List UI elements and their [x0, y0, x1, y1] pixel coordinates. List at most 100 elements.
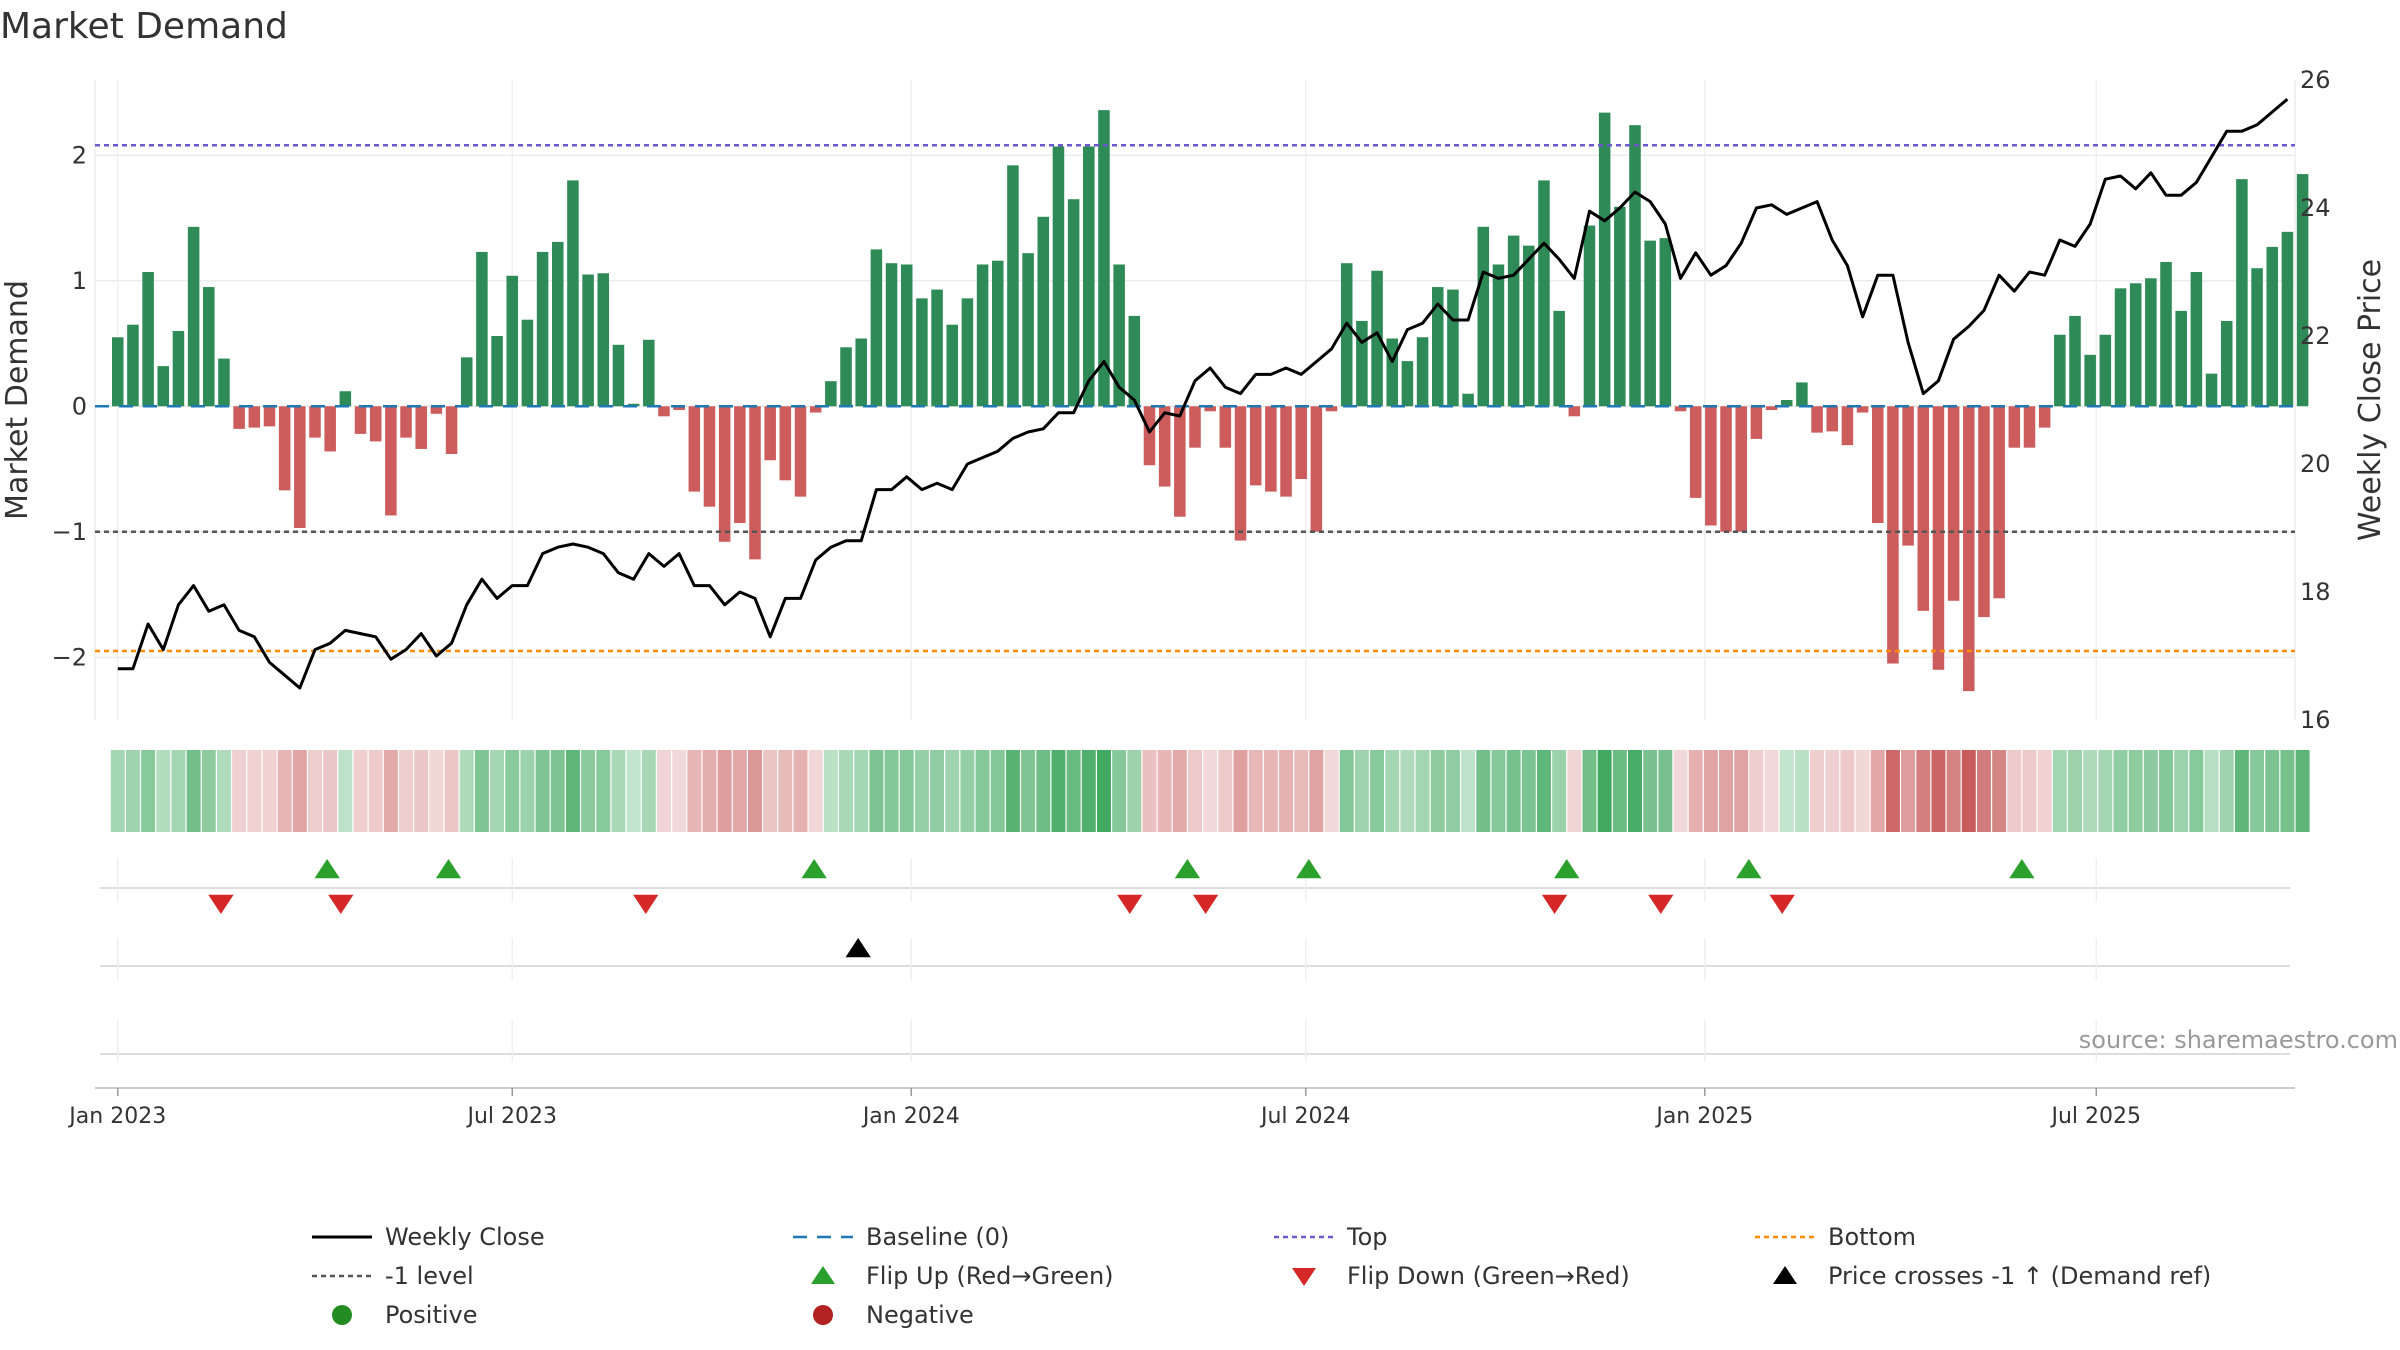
- heat-cell: [1127, 750, 1142, 832]
- heat-cell: [2189, 750, 2204, 832]
- demand-bar: [2145, 278, 2157, 407]
- left-y-axis: 2 1 0 −1 −2: [52, 141, 87, 671]
- demand-bar: [1128, 315, 1141, 407]
- heat-cell: [1992, 750, 2007, 832]
- heat-cell: [839, 750, 854, 832]
- heat-cell: [368, 750, 383, 832]
- demand-bar: [1158, 406, 1171, 487]
- demand-bar: [2129, 283, 2142, 407]
- legend-label: Weekly Close: [385, 1223, 545, 1251]
- heat-cell: [1719, 750, 1734, 832]
- heat-cell: [2052, 750, 2067, 832]
- flip-up-marker: [1174, 859, 1201, 879]
- legend-marker-triangle-up: [811, 1266, 835, 1284]
- demand-bar: [2266, 246, 2279, 407]
- heat-cell: [565, 750, 580, 832]
- legend-item: -1 level: [312, 1262, 474, 1290]
- heat-cell: [2098, 750, 2113, 832]
- demand-bar: [1174, 406, 1186, 517]
- heat-cell: [1582, 750, 1597, 832]
- demand-bar: [627, 403, 640, 407]
- demand-bar: [1568, 406, 1581, 417]
- demand-bar: [1052, 146, 1065, 407]
- demand-bar: [1871, 406, 1884, 523]
- heat-cell: [2234, 750, 2249, 832]
- demand-bar: [1765, 406, 1778, 411]
- heat-cell: [2265, 750, 2280, 832]
- demand-bar: [749, 406, 761, 560]
- flip-up-marker: [2009, 859, 2035, 879]
- left-tick-label: 0: [72, 392, 87, 420]
- heat-cell: [1946, 750, 1961, 832]
- heat-cell: [1218, 750, 1233, 832]
- demand-bar: [278, 406, 291, 491]
- heat-cell: [1734, 750, 1749, 832]
- demand-bar: [1416, 337, 1429, 407]
- right-tick-label: 22: [2300, 322, 2331, 350]
- legend-label: Price crosses -1 ↑ (Demand ref): [1828, 1262, 2211, 1290]
- demand-bars: [111, 110, 2309, 692]
- legend-item: Weekly Close: [312, 1223, 545, 1251]
- demand-bar: [673, 406, 685, 411]
- demand-bar: [506, 275, 519, 407]
- demand-bar: [1371, 270, 1383, 407]
- demand-bar: [309, 406, 321, 438]
- demand-bar: [400, 406, 412, 438]
- demand-bar: [809, 406, 822, 413]
- demand-bar: [597, 273, 610, 407]
- heat-cell: [535, 750, 550, 832]
- heat-cell: [125, 750, 140, 832]
- heat-cell: [262, 750, 277, 832]
- demand-bar: [900, 264, 913, 407]
- demand-bar: [794, 406, 807, 497]
- demand-bar: [354, 406, 367, 434]
- heat-cell: [1188, 750, 1202, 832]
- flip-up-marker: [314, 859, 340, 879]
- heat-cell: [1825, 750, 1840, 832]
- demand-bar: [1841, 406, 1854, 446]
- heat-cell: [763, 750, 778, 832]
- heat-cell: [2250, 750, 2265, 832]
- heat-cell: [1415, 750, 1430, 832]
- demand-bar: [1492, 264, 1505, 407]
- demand-bar: [1265, 406, 1277, 492]
- heat-cell: [1628, 750, 1642, 832]
- heat-cell: [474, 750, 489, 832]
- reference-lines: [95, 144, 2295, 653]
- demand-bar: [324, 406, 336, 452]
- heat-cell: [141, 750, 156, 832]
- demand-bar: [1674, 406, 1687, 412]
- right-y-axis: 26 24 22 20 18 16: [2300, 66, 2331, 734]
- demand-bar: [2054, 334, 2066, 407]
- demand-bar: [582, 274, 594, 407]
- heat-cell: [1703, 750, 1718, 832]
- demand-bar: [248, 406, 261, 428]
- flip-down-marker: [1192, 894, 1219, 914]
- heat-cell: [1445, 750, 1460, 832]
- heat-cell: [323, 750, 338, 832]
- demand-bar: [703, 406, 716, 507]
- demand-bar: [1401, 361, 1414, 407]
- heat-cell: [1976, 750, 1991, 832]
- demand-bar: [430, 406, 443, 414]
- heat-cell: [156, 750, 171, 832]
- flip-down-marker: [328, 894, 354, 914]
- heat-cell: [1643, 750, 1658, 832]
- heat-cell: [1005, 750, 1020, 832]
- demand-bar: [1614, 206, 1626, 407]
- heat-cell: [1658, 750, 1673, 832]
- heat-cell: [687, 750, 702, 832]
- heat-cell: [1810, 750, 1825, 832]
- heat-cell: [2280, 750, 2295, 832]
- legend-label: Bottom: [1828, 1223, 1916, 1251]
- heat-cell: [490, 750, 505, 832]
- heat-cell: [1931, 750, 1946, 832]
- demand-bar: [1553, 310, 1565, 407]
- demand-bar: [1538, 180, 1550, 407]
- right-tick-label: 16: [2300, 706, 2331, 734]
- demand-bar: [1993, 406, 2005, 599]
- heat-cell: [2113, 750, 2128, 832]
- flip-down-marker: [633, 894, 659, 914]
- legend-marker-circle: [813, 1305, 833, 1325]
- legend-item: Bottom: [1755, 1223, 1916, 1251]
